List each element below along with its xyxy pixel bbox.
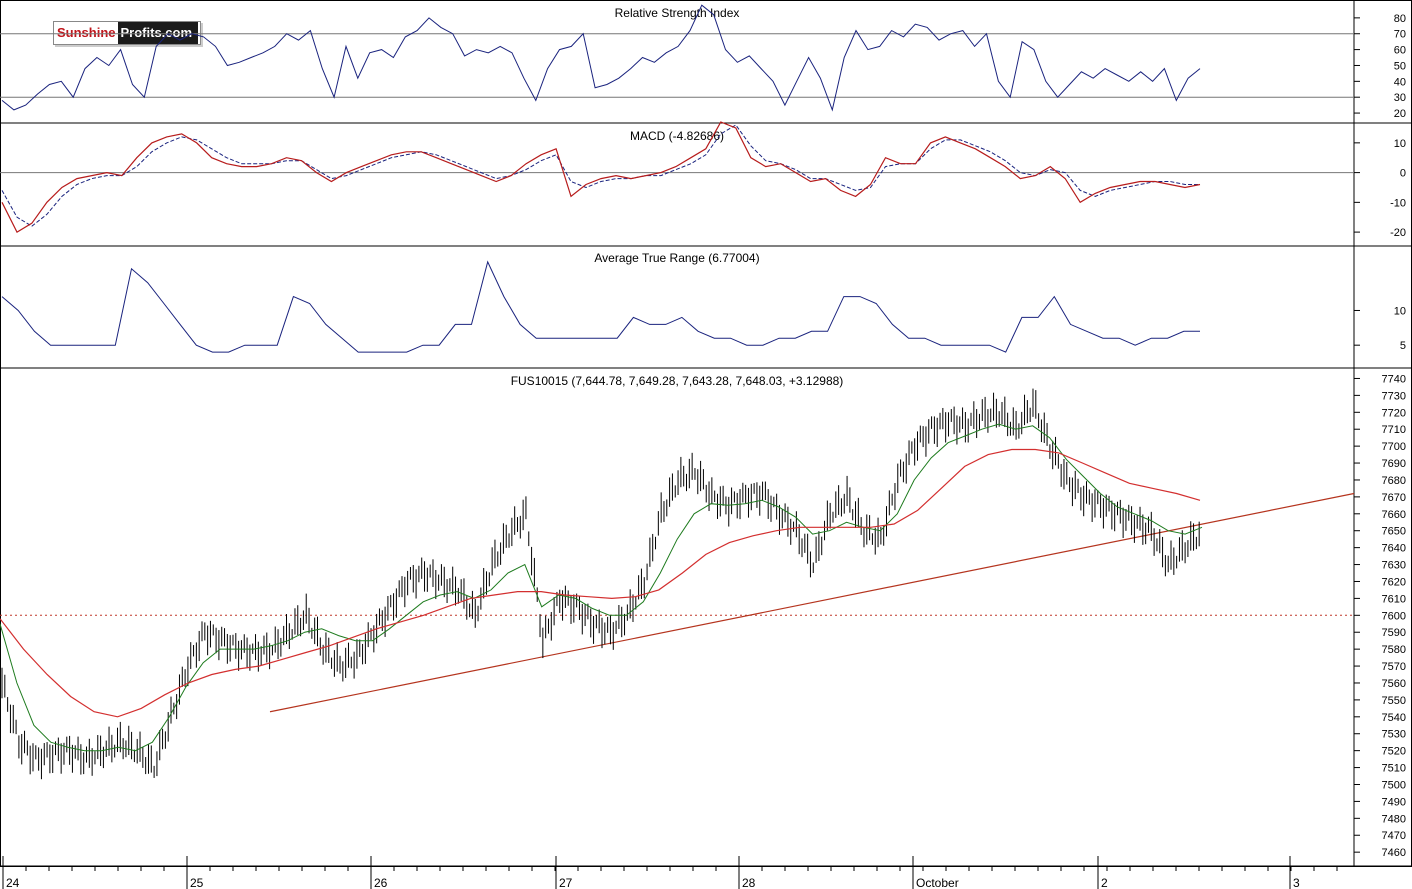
x-axis: 24 25 26 27 28 October 2 3 — [3, 856, 1337, 889]
y-tick-label: 7510 — [1382, 763, 1406, 775]
x-tick-label: 27 — [559, 876, 573, 889]
y-tick-label: 7680 — [1382, 475, 1406, 487]
y-tick-label: 7490 — [1382, 796, 1406, 808]
y-tick-label: 7700 — [1382, 441, 1406, 453]
y-tick-label: 7630 — [1382, 560, 1406, 572]
y-tick-label: 7730 — [1382, 390, 1406, 402]
y-tick-label: 7610 — [1382, 593, 1406, 605]
y-tick-label: 7620 — [1382, 576, 1406, 588]
x-tick-label: 24 — [6, 876, 20, 889]
y-tick-label: 7720 — [1382, 407, 1406, 419]
y-tick-label: 7640 — [1382, 543, 1406, 555]
y-tick-label: 7590 — [1382, 627, 1406, 639]
y-tick-label: 7600 — [1382, 610, 1406, 622]
y-tick-label: 7540 — [1382, 712, 1406, 724]
y-tick-label: 7660 — [1382, 509, 1406, 521]
atr-panel: Average True Range (6.77004) 5 10 — [2, 251, 1406, 352]
y-tick-label: 7580 — [1382, 644, 1406, 656]
price-panel: FUS10015 (7,644.78, 7,649.28, 7,643.28, … — [0, 373, 1406, 859]
y-tick-label: 0 — [1400, 168, 1406, 180]
y-tick-label: 7740 — [1382, 373, 1406, 385]
y-tick-label: 10 — [1394, 138, 1406, 150]
x-tick-label: October — [916, 876, 959, 889]
x-tick-label: 25 — [190, 876, 204, 889]
y-tick-label: 7570 — [1382, 661, 1406, 673]
y-tick-label: 7470 — [1382, 830, 1406, 842]
y-tick-label: 7550 — [1382, 695, 1406, 707]
x-tick-label: 28 — [742, 876, 756, 889]
y-tick-label: 7650 — [1382, 526, 1406, 538]
y-tick-label: 7460 — [1382, 847, 1406, 859]
x-tick-label: 3 — [1293, 876, 1300, 889]
support-line — [270, 494, 1354, 712]
y-tick-label: 80 — [1394, 13, 1406, 25]
moving-average-red — [0, 450, 1200, 717]
y-tick-label: -20 — [1390, 227, 1406, 239]
y-tick-label: 7500 — [1382, 779, 1406, 791]
moving-average-green — [0, 424, 1202, 751]
y-tick-label: 7530 — [1382, 729, 1406, 741]
y-tick-label: 10 — [1394, 305, 1406, 317]
x-tick-label: 2 — [1101, 876, 1108, 889]
y-tick-label: 50 — [1394, 60, 1406, 72]
x-tick-label: 26 — [374, 876, 388, 889]
y-tick-label: 7480 — [1382, 813, 1406, 825]
y-tick-label: 7670 — [1382, 492, 1406, 504]
y-tick-label: 7710 — [1382, 424, 1406, 436]
price-bars — [2, 389, 1199, 780]
y-tick-label: 40 — [1394, 76, 1406, 88]
y-tick-label: 5 — [1400, 340, 1406, 352]
y-tick-label: 7520 — [1382, 746, 1406, 758]
y-tick-label: 70 — [1394, 29, 1406, 41]
y-tick-label: 7560 — [1382, 678, 1406, 690]
atr-line — [2, 262, 1200, 352]
y-tick-label: 60 — [1394, 45, 1406, 57]
panel-title: FUS10015 (7,644.78, 7,649.28, 7,643.28, … — [511, 374, 844, 388]
macd-line — [2, 122, 1200, 232]
y-tick-label: 30 — [1394, 92, 1406, 104]
y-tick-label: 20 — [1394, 108, 1406, 120]
panel-title: Relative Strength Index — [615, 6, 740, 20]
macd-signal-line — [2, 125, 1200, 226]
panel-title: Average True Range (6.77004) — [594, 251, 759, 265]
rsi-panel: Relative Strength Index 20 30 40 50 60 70 80 — [0, 5, 1406, 120]
y-tick-label: -10 — [1390, 197, 1406, 209]
y-tick-label: 7690 — [1382, 458, 1406, 470]
rsi-line — [2, 5, 1200, 110]
